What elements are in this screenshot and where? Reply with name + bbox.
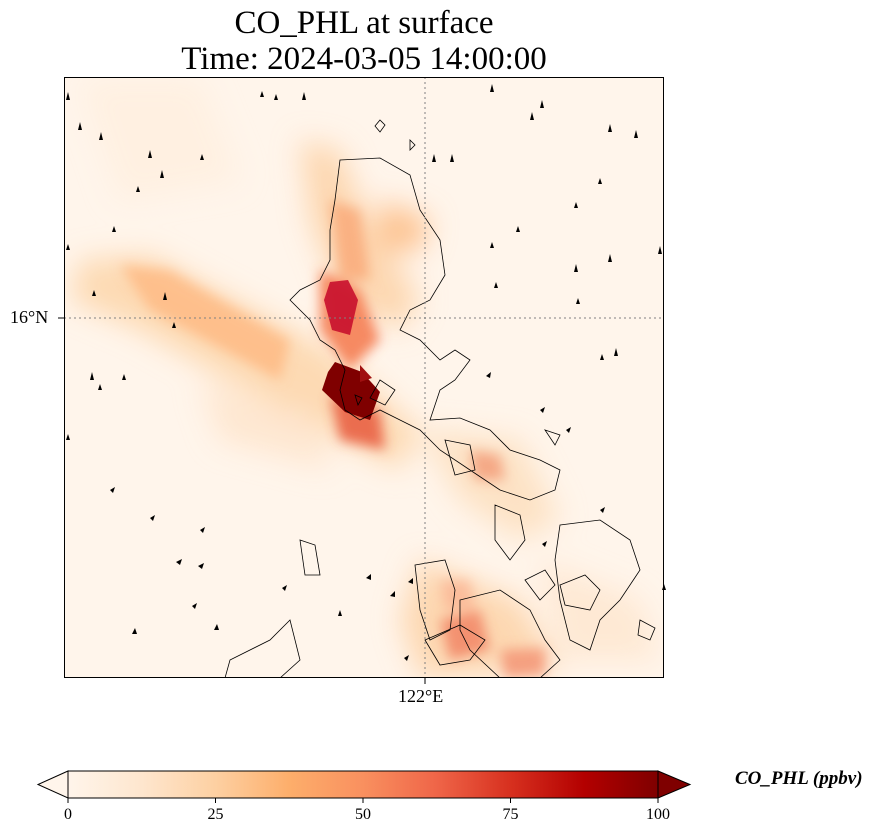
colorbar-gradient (68, 771, 658, 798)
colorbar-tick-75: 75 (502, 806, 519, 823)
hotspot-north (324, 280, 358, 335)
lat-label-16n: 16°N (10, 307, 49, 327)
colorbar-max-extend (657, 770, 692, 799)
lon-label-122e: 122°E (398, 686, 444, 706)
colorbar-tick-0: 0 (64, 806, 72, 823)
colorbar-min-extend (36, 770, 69, 799)
wind-vectors (66, 84, 666, 661)
map-title-line-1: CO_PHL at surface (234, 5, 494, 41)
concentration-field (70, 80, 660, 678)
luzon-coast (289, 157, 561, 501)
colorbar-ticks (67, 798, 659, 803)
colorbar-tick-100: 100 (646, 806, 670, 823)
coastlines (224, 119, 656, 678)
map-panel (58, 77, 666, 684)
map-title-line-2: Time: 2024-03-05 14:00:00 (181, 41, 547, 77)
colorbar-tick-25: 25 (207, 806, 224, 823)
map-frame (64, 77, 664, 678)
colorbar-label: CO_PHL (ppbv) (735, 768, 863, 789)
colorbar-tick-50: 50 (355, 806, 371, 823)
